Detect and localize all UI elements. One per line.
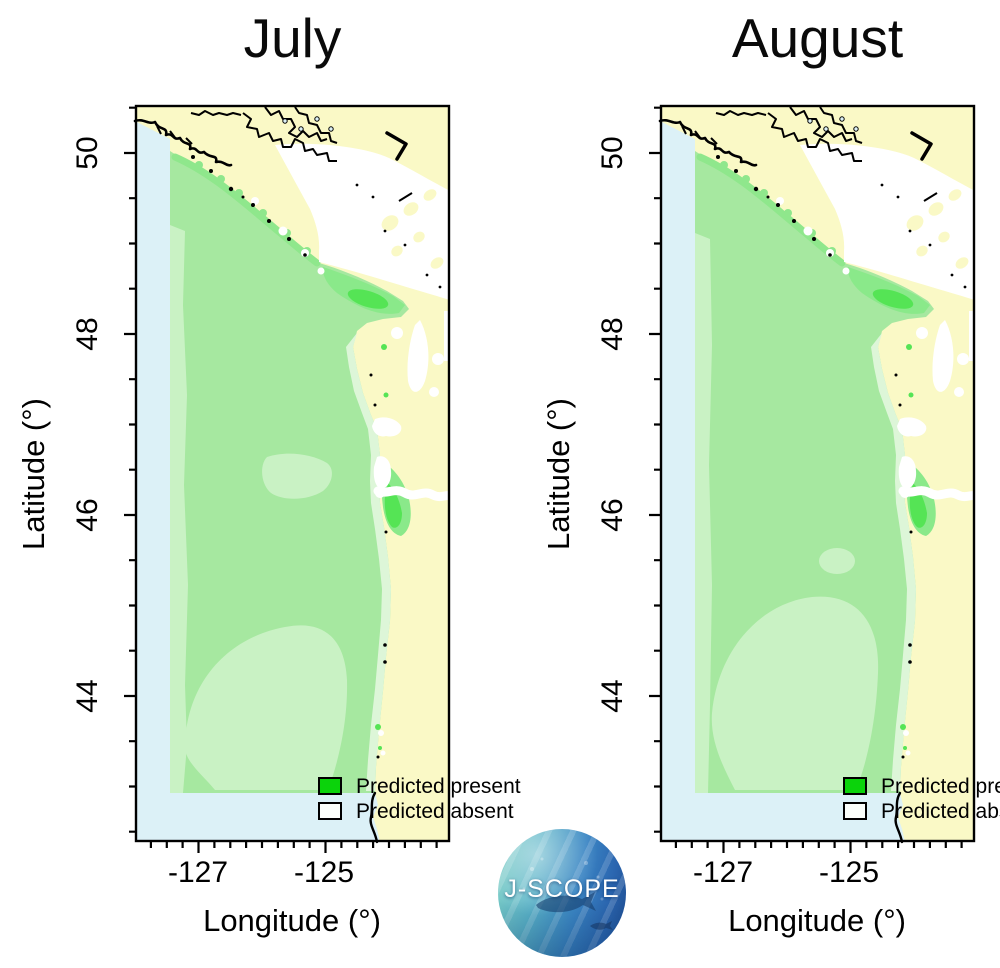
legend-label-absent: Predicted absent <box>881 799 1000 823</box>
panel-title-august: August <box>731 7 904 69</box>
legend-swatch-present <box>318 777 342 795</box>
x-axis-label: Longitude (°) <box>203 903 381 938</box>
legend-swatch-absent <box>318 802 342 820</box>
fish-icon <box>522 857 613 930</box>
x-tick--125: -125 <box>818 856 880 889</box>
x-axis-label: Longitude (°) <box>728 903 906 938</box>
y-tick-50: 50 <box>71 136 104 170</box>
x-tick--127: -127 <box>167 856 229 889</box>
y-tick-48: 48 <box>71 317 104 351</box>
logo-shade <box>498 829 626 957</box>
map-legend: Predicted present Predicted absent <box>318 776 521 826</box>
legend-row-present: Predicted present <box>318 774 521 798</box>
x-tick--125: -125 <box>293 856 355 889</box>
y-axis-label: Latitude (°) <box>16 398 51 550</box>
legend-label-present: Predicted present <box>356 774 521 798</box>
y-tick-46: 46 <box>596 498 629 532</box>
legend-swatch-present <box>843 777 867 795</box>
y-tick-46: 46 <box>71 498 104 532</box>
panel-august: August Latitude (°) 50 48 46 44 -127 -12… <box>525 0 1000 968</box>
panel-title-july: July <box>243 7 342 69</box>
legend-label-present: Predicted present <box>881 774 1000 798</box>
map-august: Predicted present Predicted absent <box>649 105 1000 853</box>
legend-row-absent: Predicted absent <box>318 799 521 823</box>
legend-row-present: Predicted present <box>843 774 1000 798</box>
map-legend: Predicted present Predicted absent <box>843 776 1000 826</box>
map-july: Predicted present Predicted absent <box>124 105 521 853</box>
legend-label-absent: Predicted absent <box>356 799 514 823</box>
legend-row-absent: Predicted absent <box>843 799 1000 823</box>
axis-tick-marks <box>124 106 438 853</box>
logo-text: J-SCOPE <box>504 875 620 904</box>
y-tick-44: 44 <box>596 679 629 713</box>
y-tick-48: 48 <box>596 317 629 351</box>
jscope-logo: J-SCOPE <box>498 829 626 957</box>
x-tick--127: -127 <box>692 856 754 889</box>
y-tick-44: 44 <box>71 679 104 713</box>
y-axis-label: Latitude (°) <box>541 398 576 550</box>
y-tick-50: 50 <box>596 136 629 170</box>
logo-light-rays <box>498 829 626 957</box>
axis-tick-marks <box>649 106 963 853</box>
legend-swatch-absent <box>843 802 867 820</box>
